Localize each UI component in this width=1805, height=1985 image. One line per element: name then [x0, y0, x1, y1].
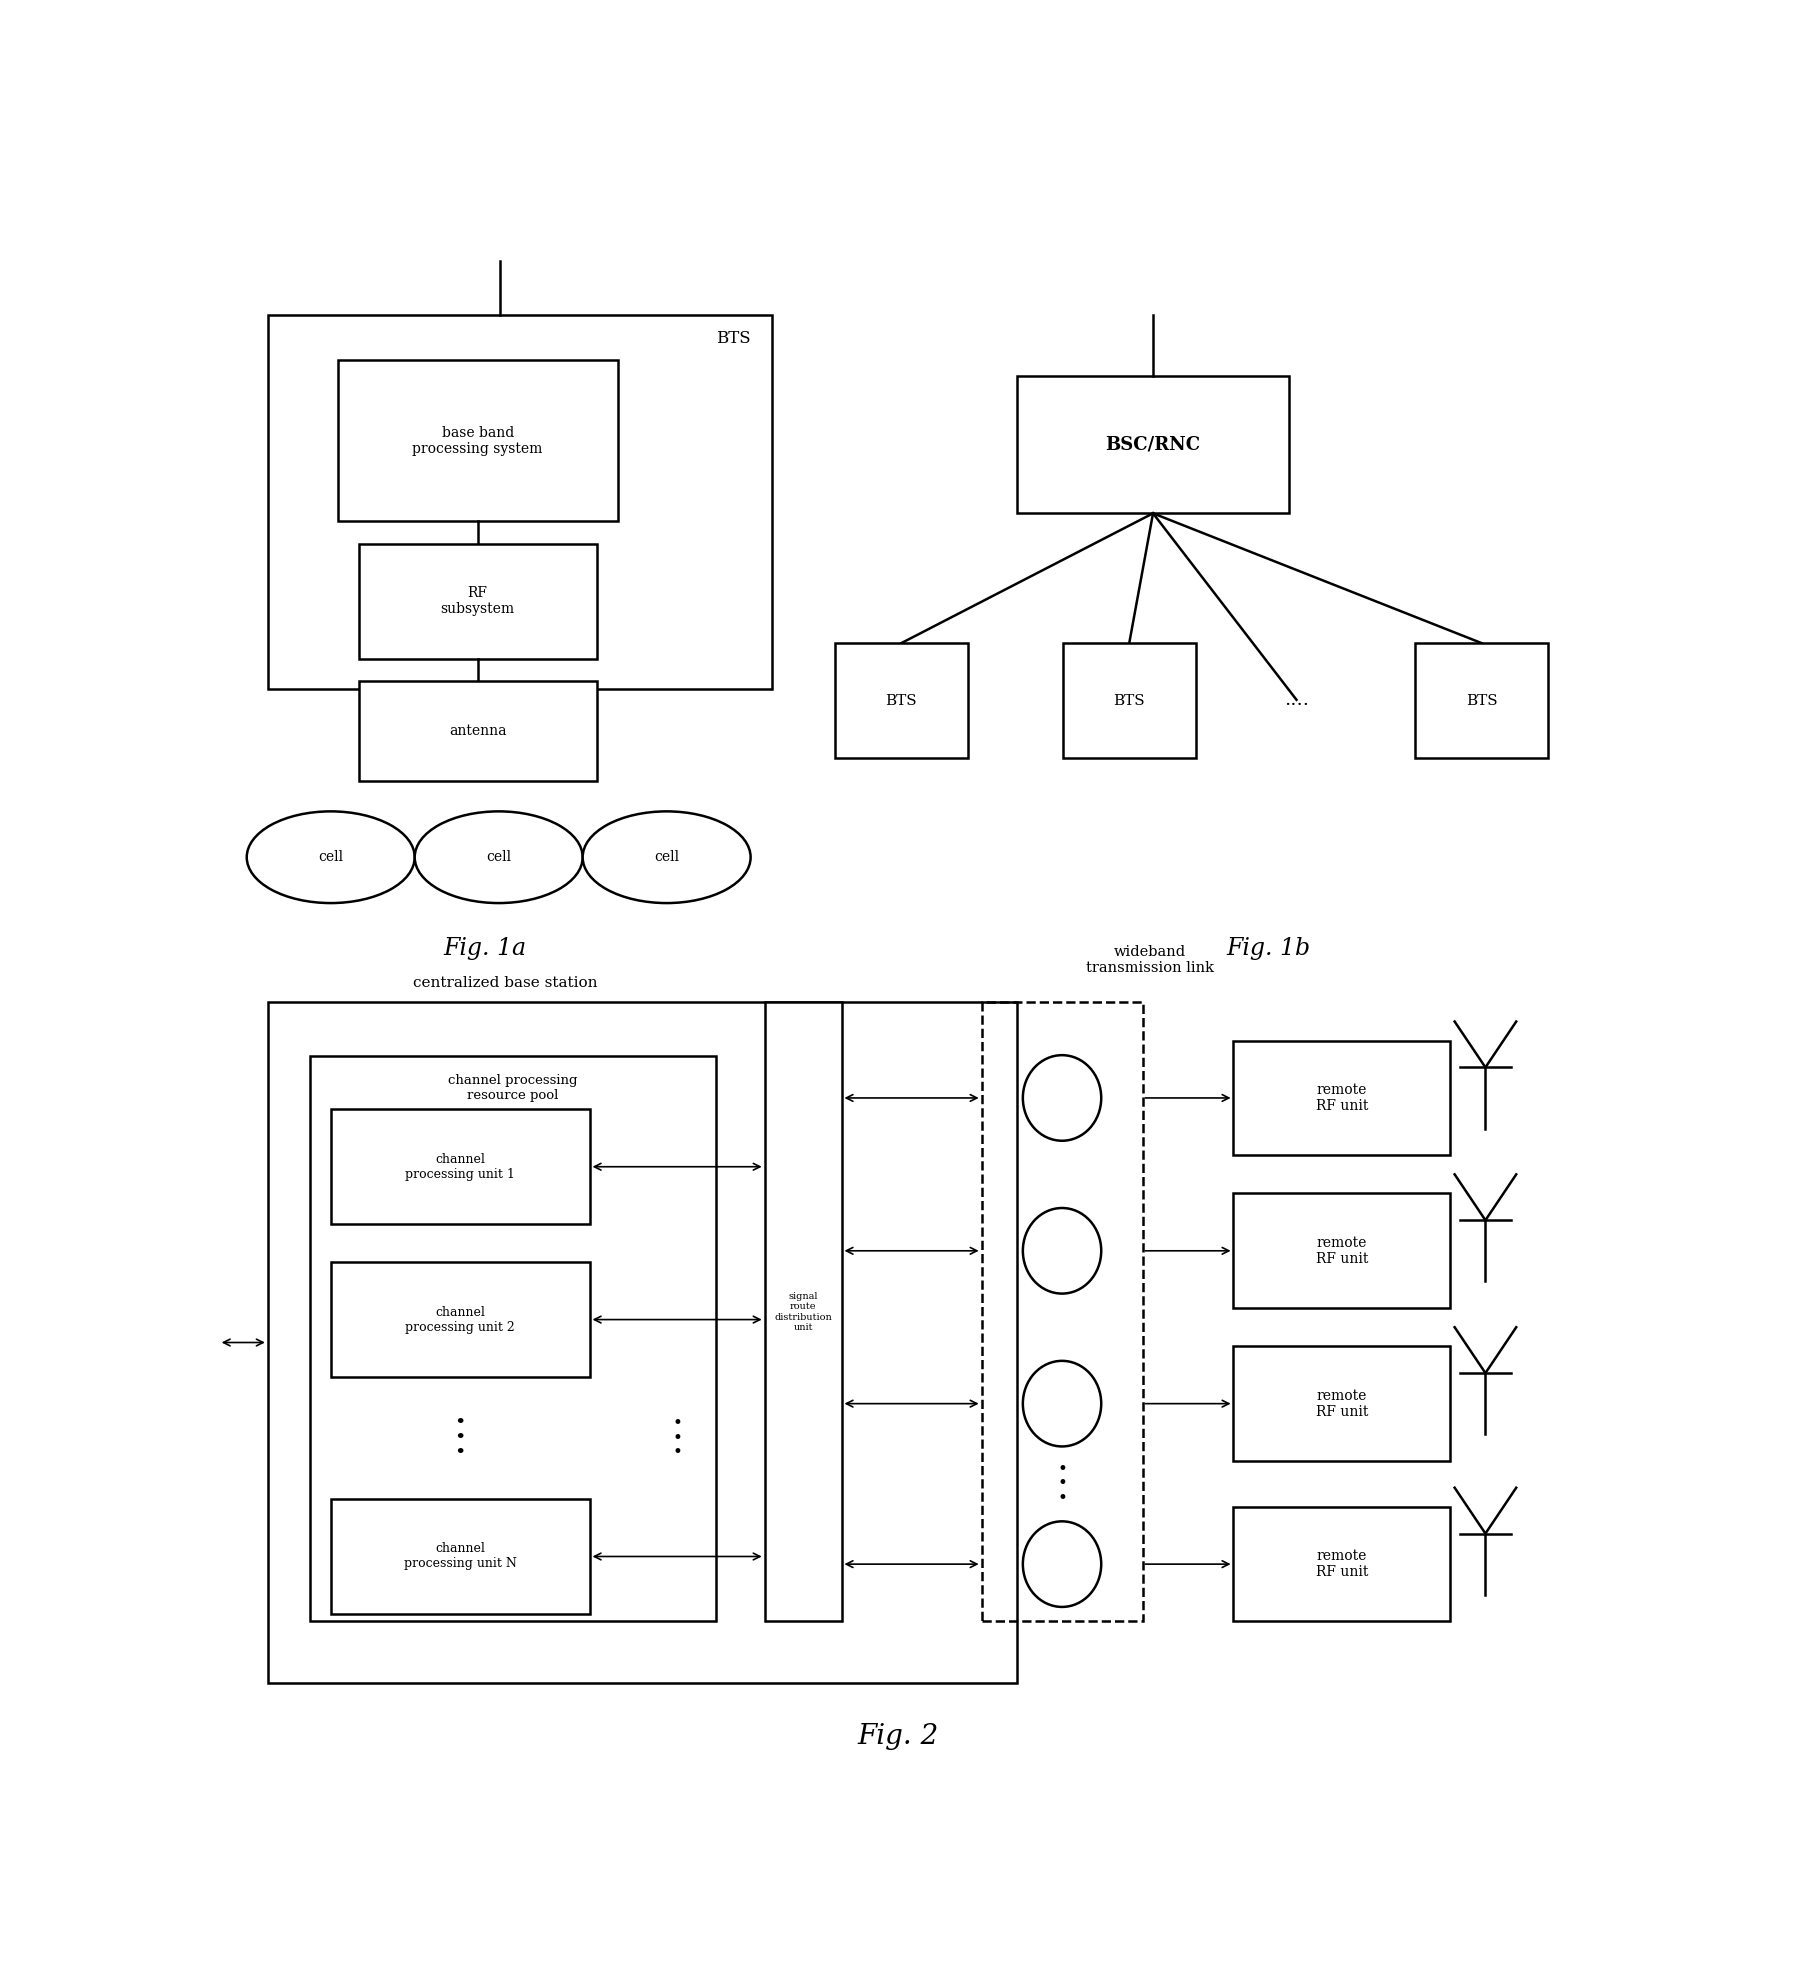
Text: antenna: antenna	[449, 725, 505, 738]
Text: remote
RF unit: remote RF unit	[1316, 1548, 1368, 1580]
Text: RF
subsystem: RF subsystem	[440, 586, 514, 615]
Text: Fig. 1b: Fig. 1b	[1226, 937, 1310, 961]
Text: remote
RF unit: remote RF unit	[1316, 1237, 1368, 1266]
Text: centralized base station: centralized base station	[413, 977, 597, 991]
Circle shape	[1022, 1209, 1101, 1294]
Ellipse shape	[415, 812, 583, 903]
Circle shape	[1022, 1521, 1101, 1608]
Text: •
•
•: • • •	[455, 1413, 466, 1463]
Text: BTS: BTS	[715, 330, 751, 347]
Bar	[310, 1056, 715, 1622]
Bar	[1016, 375, 1289, 514]
Bar	[267, 1002, 1016, 1683]
Text: BSC/RNC: BSC/RNC	[1105, 435, 1200, 453]
Bar	[1233, 1346, 1449, 1461]
Bar	[834, 643, 967, 758]
Text: cell: cell	[486, 850, 511, 863]
Bar	[267, 314, 771, 689]
Bar	[330, 1110, 588, 1225]
Ellipse shape	[247, 812, 415, 903]
Text: channel
processing unit 1: channel processing unit 1	[404, 1153, 514, 1181]
Text: wideband
transmission link: wideband transmission link	[1085, 945, 1213, 975]
Text: BTS: BTS	[1466, 693, 1496, 707]
Text: channel processing
resource pool: channel processing resource pool	[448, 1074, 578, 1102]
Bar	[1415, 643, 1547, 758]
Bar	[330, 1499, 588, 1614]
Text: remote
RF unit: remote RF unit	[1316, 1390, 1368, 1419]
Bar	[359, 544, 596, 659]
Text: BTS: BTS	[1114, 693, 1144, 707]
Bar	[982, 1002, 1143, 1622]
Bar	[1233, 1507, 1449, 1622]
Bar	[1233, 1193, 1449, 1308]
Bar	[359, 681, 596, 780]
Text: cell: cell	[653, 850, 679, 863]
Text: Fig. 1a: Fig. 1a	[442, 937, 525, 961]
Text: BTS: BTS	[884, 693, 917, 707]
Ellipse shape	[583, 812, 751, 903]
Bar	[330, 1262, 588, 1378]
Text: base band
processing system: base band processing system	[412, 425, 543, 457]
Circle shape	[1022, 1056, 1101, 1141]
Text: •
•
•: • • •	[671, 1415, 682, 1461]
Bar	[764, 1002, 841, 1622]
Text: signal
route
distribution
unit: signal route distribution unit	[774, 1292, 832, 1332]
Circle shape	[1022, 1362, 1101, 1447]
Text: channel
processing unit 2: channel processing unit 2	[404, 1306, 514, 1334]
Bar	[1233, 1040, 1449, 1155]
Text: •
•
•: • • •	[1056, 1461, 1067, 1507]
Text: ....: ....	[1283, 691, 1309, 709]
Bar	[338, 361, 617, 520]
Bar	[1061, 643, 1195, 758]
Text: channel
processing unit N: channel processing unit N	[404, 1542, 516, 1570]
Text: remote
RF unit: remote RF unit	[1316, 1084, 1368, 1114]
Text: cell: cell	[318, 850, 343, 863]
Text: Fig. 2: Fig. 2	[857, 1723, 937, 1749]
